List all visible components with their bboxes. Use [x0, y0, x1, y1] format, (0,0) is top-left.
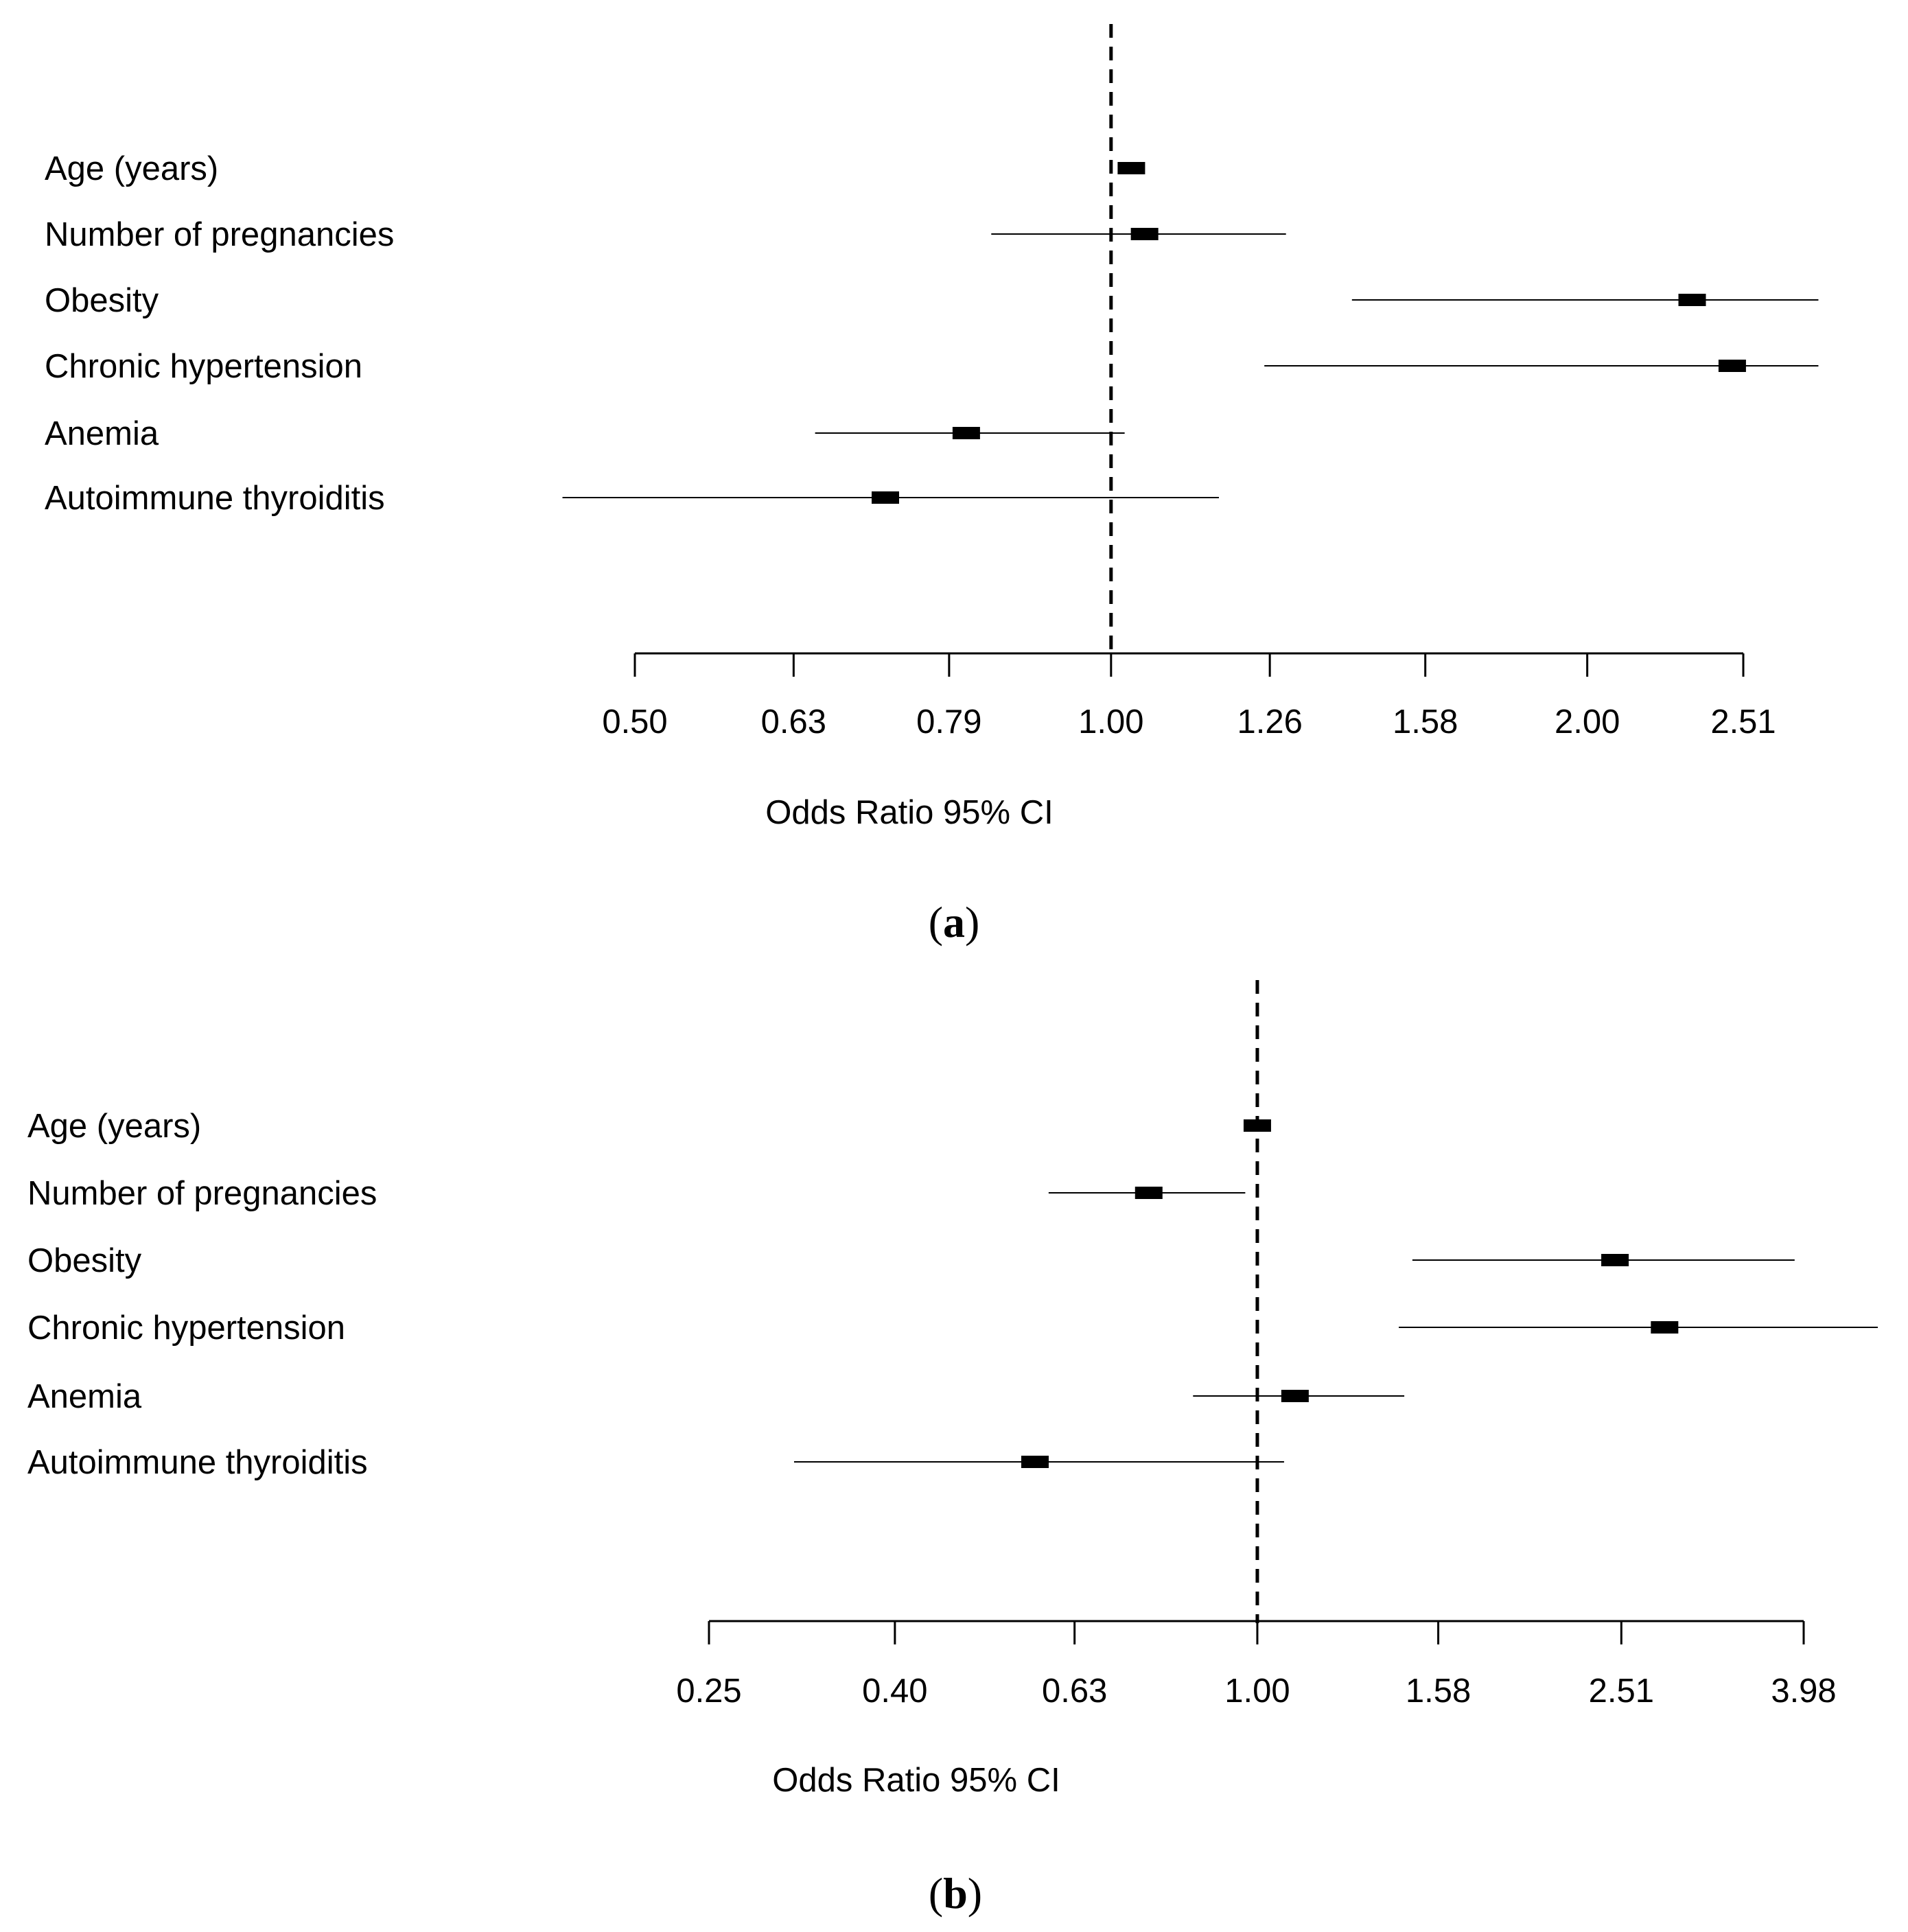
x-tick-label: 2.51 — [1710, 703, 1776, 741]
odds-ratio-point — [1281, 1390, 1309, 1402]
x-tick-label: 0.40 — [862, 1673, 927, 1710]
odds-ratio-point — [1601, 1254, 1629, 1266]
odds-ratio-point — [1678, 294, 1706, 306]
x-tick-label: 1.26 — [1237, 703, 1302, 741]
x-tick-label: 0.50 — [602, 703, 667, 741]
row-label: Chronic hypertension — [45, 348, 362, 385]
odds-ratio-point — [952, 427, 980, 439]
row-label: Number of pregnancies — [27, 1175, 377, 1212]
panel-b: 0.25 0.40 0.63 1.00 1.58 2.51 3.98 Odds Ratio 9… — [27, 980, 1878, 1918]
x-tick-label: 1.58 — [1406, 1673, 1471, 1710]
x-tick-label: 1.00 — [1078, 703, 1143, 741]
x-tick-label: 0.63 — [1042, 1673, 1107, 1710]
x-tick-label: 1.00 — [1224, 1673, 1290, 1710]
x-tick-label: 0.79 — [916, 703, 981, 741]
row-label: Autoimmune thyroiditis — [45, 480, 385, 517]
row-label: Obesity — [45, 282, 159, 319]
odds-ratio-point — [1130, 228, 1159, 240]
panel-label: (b) — [929, 1869, 982, 1918]
odds-ratio-point — [1651, 1321, 1679, 1334]
x-tick-label: 2.51 — [1589, 1673, 1654, 1710]
row-label: Anemia — [27, 1378, 142, 1415]
x-tick-label: 0.63 — [761, 703, 826, 741]
row-label: Number of pregnancies — [45, 216, 394, 253]
row-label: Age (years) — [27, 1108, 201, 1145]
odds-ratio-point — [1135, 1187, 1163, 1199]
panel-label: (a) — [929, 898, 980, 946]
odds-ratio-point — [1021, 1456, 1049, 1468]
row-label: Anemia — [45, 415, 159, 452]
row-label: Chronic hypertension — [27, 1310, 345, 1347]
odds-ratio-point — [871, 491, 899, 504]
x-tick-label: 3.98 — [1771, 1673, 1836, 1710]
x-tick-label: 2.00 — [1555, 703, 1620, 741]
x-tick-label: 1.58 — [1393, 703, 1458, 741]
x-tick-label: 0.25 — [676, 1673, 741, 1710]
panel-a: 0.50 0.63 0.79 1.00 1.26 1.58 2.00 2.51 Odds Rat… — [45, 24, 1819, 946]
odds-ratio-point — [1718, 360, 1746, 372]
row-label: Autoimmune thyroiditis — [27, 1444, 368, 1481]
x-axis-title: Odds Ratio 95% CI — [765, 794, 1053, 831]
x-axis-title: Odds Ratio 95% CI — [772, 1762, 1060, 1799]
row-label: Age (years) — [45, 150, 218, 187]
odds-ratio-point — [1117, 162, 1145, 174]
row-label: Obesity — [27, 1242, 142, 1279]
